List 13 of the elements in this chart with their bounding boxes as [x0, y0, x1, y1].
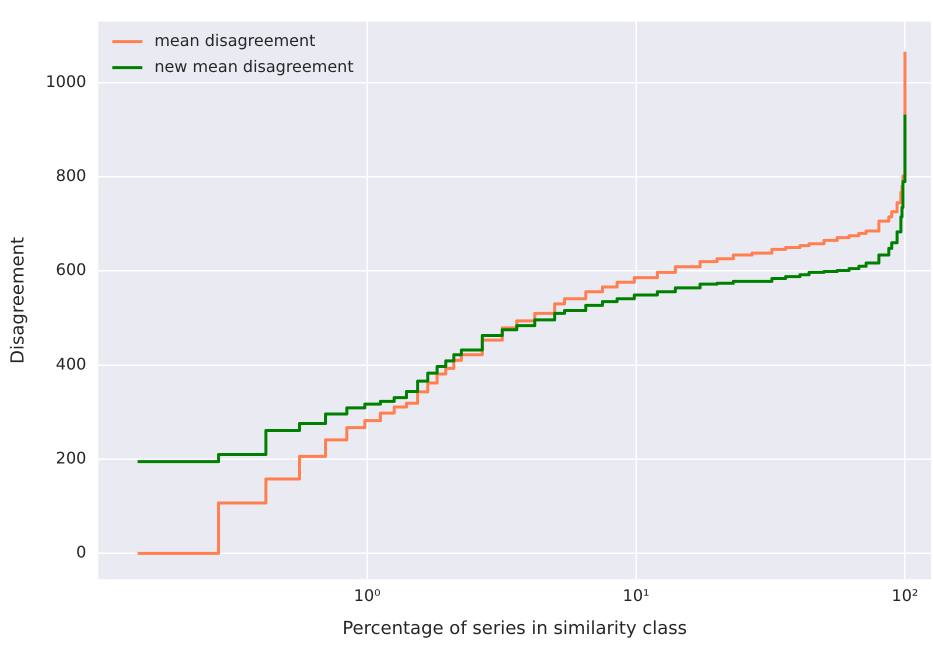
x-tick-label: 10² — [892, 586, 918, 605]
y-tick-label: 0 — [76, 542, 86, 562]
y-axis-title: Disagreement — [7, 236, 28, 364]
legend-label: new mean disagreement — [154, 56, 354, 76]
y-tick-label: 400 — [56, 354, 86, 374]
y-tick-label: 1000 — [46, 72, 86, 91]
x-axis-title: Percentage of series in similarity class — [342, 618, 687, 639]
y-tick-label: 600 — [56, 260, 86, 280]
x-tick-label: 10⁰ — [354, 586, 381, 605]
y-tick-label: 800 — [56, 166, 86, 186]
y-tick-label: 200 — [56, 448, 86, 468]
legend-label: mean disagreement — [154, 30, 316, 50]
x-tick-label: 10¹ — [622, 586, 650, 605]
